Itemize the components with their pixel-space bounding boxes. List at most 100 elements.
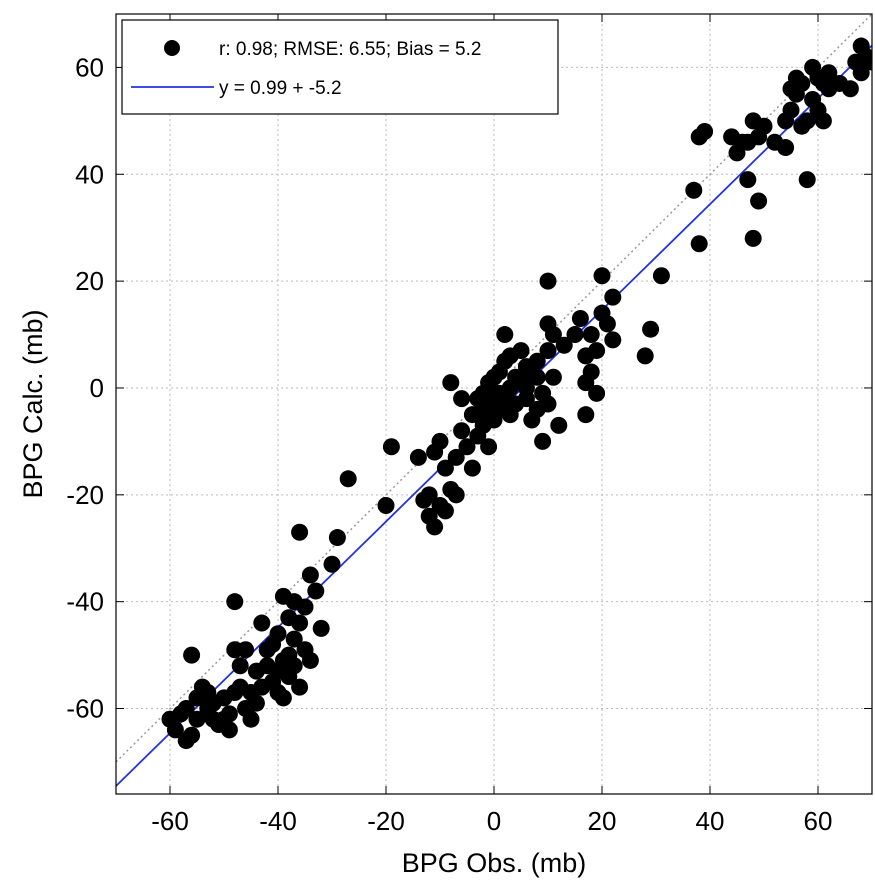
data-point [652, 267, 670, 285]
data-point [285, 630, 303, 648]
data-point [220, 721, 238, 739]
data-point [820, 64, 838, 82]
y-tick-label: 20 [75, 266, 104, 296]
data-point [188, 710, 206, 728]
data-point [604, 331, 622, 349]
data-point [242, 710, 260, 728]
data-points [161, 37, 872, 750]
data-point [301, 651, 319, 669]
data-point [447, 448, 465, 466]
data-point [301, 566, 319, 584]
y-tick-label: 0 [90, 373, 104, 403]
data-point [793, 74, 811, 92]
data-point [307, 582, 325, 600]
data-point [777, 139, 795, 157]
data-point [226, 593, 244, 611]
data-point [231, 657, 249, 675]
data-point [447, 486, 465, 504]
data-point [166, 721, 184, 739]
data-point [463, 459, 481, 477]
data-point [636, 347, 654, 365]
data-point [528, 352, 546, 370]
x-tick-label: -60 [151, 806, 189, 836]
data-point [453, 422, 471, 440]
data-point [739, 171, 757, 189]
data-point [274, 689, 292, 707]
data-point [604, 288, 622, 306]
legend-box [121, 19, 559, 115]
data-point [296, 598, 314, 616]
data-point [550, 416, 568, 434]
data-point [588, 342, 606, 360]
data-point [528, 368, 546, 386]
data-point [690, 235, 708, 253]
data-point [582, 363, 600, 381]
data-point [253, 614, 271, 632]
x-axis-label: BPG Obs. (mb) [402, 848, 587, 878]
data-point [247, 694, 265, 712]
data-point [841, 80, 859, 98]
data-point [555, 336, 573, 354]
data-point [183, 726, 201, 744]
data-point [566, 326, 584, 344]
data-point [269, 625, 287, 643]
data-point [814, 112, 832, 130]
data-point [544, 368, 562, 386]
x-tick-label: 40 [696, 806, 725, 836]
data-point [571, 310, 589, 328]
data-point [220, 705, 238, 723]
data-point [285, 657, 303, 675]
data-point [539, 272, 557, 290]
x-tick-label: 60 [804, 806, 833, 836]
data-point [582, 326, 600, 344]
data-point [534, 432, 552, 450]
data-point [409, 448, 427, 466]
data-point [685, 181, 703, 199]
data-point [183, 646, 201, 664]
data-point [442, 374, 460, 392]
data-point [755, 117, 773, 135]
data-point [642, 320, 660, 338]
data-point [539, 342, 557, 360]
data-point [798, 171, 816, 189]
legend-marker-icon [164, 40, 180, 56]
data-point [377, 497, 395, 515]
data-point [420, 486, 438, 504]
y-tick-label: 40 [75, 159, 104, 189]
data-point [544, 326, 562, 344]
data-point [291, 678, 309, 696]
data-point [291, 614, 309, 632]
y-tick-label: -40 [66, 587, 104, 617]
x-tick-label: -40 [259, 806, 297, 836]
data-point [512, 342, 530, 360]
data-point [863, 53, 872, 71]
data-point [339, 470, 357, 488]
data-point [480, 438, 498, 456]
data-point [496, 326, 514, 344]
data-point [588, 384, 606, 402]
data-point [382, 438, 400, 456]
data-point [431, 432, 449, 450]
data-point [323, 555, 341, 573]
data-point [458, 438, 476, 456]
data-point [453, 390, 471, 408]
y-axis-ticks: -60 -40 -20 0 20 40 60 [66, 52, 872, 724]
data-point [798, 112, 816, 130]
y-tick-label: -60 [66, 694, 104, 724]
legend-label-fit: y = 0.99 + -5.2 [219, 78, 342, 99]
data-point [593, 267, 611, 285]
data-point [696, 123, 714, 141]
x-tick-label: 0 [487, 806, 501, 836]
data-point [744, 229, 762, 247]
data-point [782, 101, 800, 119]
data-point [328, 529, 346, 547]
y-axis-label: BPG Calc. (mb) [18, 309, 48, 498]
data-point [237, 641, 255, 659]
data-point [291, 523, 309, 541]
x-tick-label: 20 [588, 806, 617, 836]
x-tick-label: -20 [367, 806, 405, 836]
y-tick-label: 60 [75, 52, 104, 82]
data-point [750, 192, 768, 210]
data-point [577, 406, 595, 424]
